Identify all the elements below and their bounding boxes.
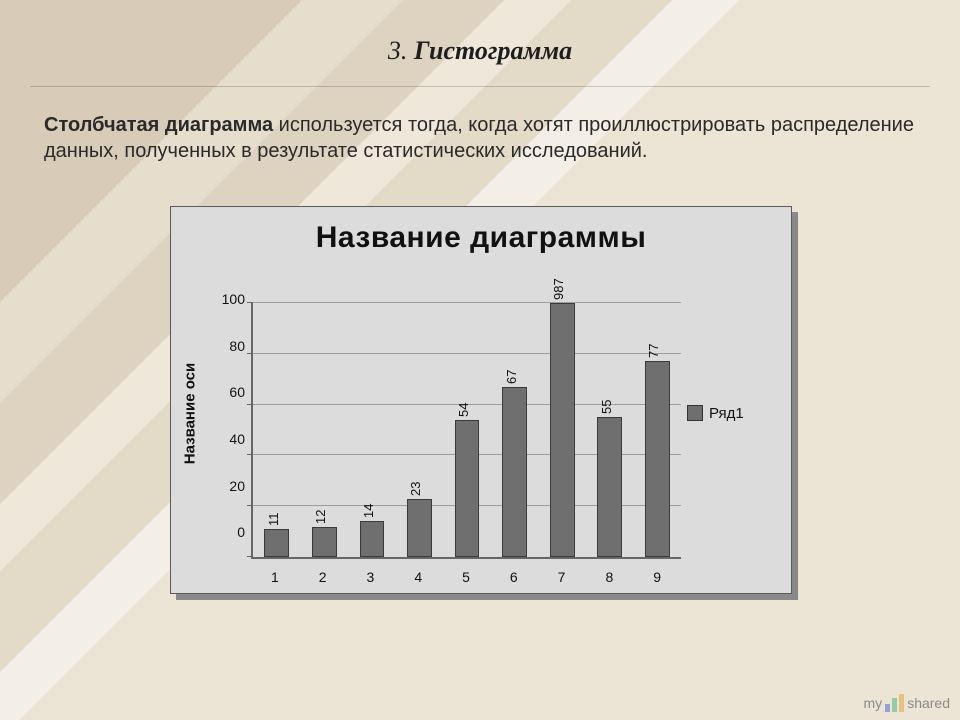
bar: 55 — [597, 417, 622, 557]
legend-swatch — [687, 405, 703, 421]
chart-body: Название оси 020406080100 11121423546798… — [171, 263, 791, 593]
x-ticks: 123456789 — [251, 565, 681, 593]
bar: 23 — [407, 499, 432, 557]
bar-chart: Название диаграммы Название оси 0 20 40 60 8… — [170, 206, 792, 594]
x-tick-label: 7 — [538, 565, 586, 593]
bar-slot: 23 — [396, 303, 444, 557]
bar-data-label: 54 — [456, 402, 471, 416]
slide-title: 3. Гистограмма — [0, 36, 960, 66]
watermark: my shared — [864, 694, 950, 712]
y-tick-label: 80 — [229, 338, 245, 354]
bar-data-label: 987 — [551, 278, 566, 300]
y-axis-title: Название оси — [177, 263, 203, 563]
bar: 54 — [455, 420, 480, 557]
x-tick-label: 8 — [585, 565, 633, 593]
y-tick-mark — [247, 505, 253, 506]
paragraph-lead: Столбчатая диаграмма — [44, 114, 273, 136]
bar-slot: 11 — [253, 303, 301, 557]
watermark-my: my — [864, 695, 883, 711]
bar-slot: 12 — [301, 303, 349, 557]
legend-label: Ряд1 — [709, 405, 744, 422]
title-prefix: 3. — [388, 36, 414, 65]
bar-data-label: 67 — [504, 369, 519, 383]
plot-wrap: 1112142354679875577 — [251, 263, 681, 563]
bar-slot: 77 — [634, 303, 682, 557]
bar: 12 — [312, 527, 337, 557]
watermark-shared: shared — [907, 695, 950, 711]
bar: 67 — [502, 387, 527, 557]
x-tick-label: 9 — [633, 565, 681, 593]
watermark-bars-icon — [885, 694, 904, 712]
x-tick-label: 6 — [490, 565, 538, 593]
body-paragraph: Столбчатая диаграмма используется тогда,… — [44, 112, 916, 165]
y-tick-mark — [247, 454, 253, 455]
y-tick-mark — [247, 556, 253, 557]
y-axis-title-text: Название оси — [182, 362, 199, 464]
y-tick-mark — [247, 404, 253, 405]
legend-item: Ряд1 — [687, 405, 744, 422]
y-tick-label: 60 — [229, 384, 245, 400]
y-tick-mark — [247, 353, 253, 354]
y-tick-label: 40 — [229, 431, 245, 447]
bar-slot: 54 — [443, 303, 491, 557]
x-tick-label: 1 — [251, 565, 299, 593]
x-tick-label: 3 — [347, 565, 395, 593]
bar-data-label: 14 — [361, 504, 376, 518]
bar-data-label: 12 — [313, 509, 328, 523]
bar-slot: 55 — [586, 303, 634, 557]
bar: 14 — [360, 521, 385, 557]
y-tick-mark — [247, 302, 253, 303]
bar-data-label: 55 — [599, 400, 614, 414]
bar: 987 — [550, 303, 575, 557]
bar: 11 — [264, 529, 289, 557]
y-tick-label: 100 — [222, 291, 245, 307]
bars-container: 1112142354679875577 — [253, 303, 681, 557]
bar-slot: 987 — [538, 303, 586, 557]
slide: 3. Гистограмма Столбчатая диаграмма испо… — [0, 0, 960, 720]
chart-title: Название диаграммы — [171, 207, 791, 265]
y-ticks: 0 20 40 60 80 100 — [205, 263, 249, 563]
bar-slot: 67 — [491, 303, 539, 557]
bar-data-label: 23 — [408, 481, 423, 495]
legend: Ряд1 — [687, 263, 781, 563]
title-separator — [30, 86, 930, 87]
x-tick-label: 4 — [394, 565, 442, 593]
y-tick-label: 0 — [237, 524, 245, 540]
bar-data-label: 11 — [266, 513, 281, 527]
bar-slot: 14 — [348, 303, 396, 557]
title-main: Гистограмма — [414, 36, 572, 65]
y-tick-label: 20 — [229, 478, 245, 494]
bar: 77 — [645, 361, 670, 557]
x-tick-label: 5 — [442, 565, 490, 593]
plot-area: 1112142354679875577 — [251, 303, 681, 559]
bar-data-label: 77 — [646, 344, 661, 358]
x-tick-label: 2 — [299, 565, 347, 593]
